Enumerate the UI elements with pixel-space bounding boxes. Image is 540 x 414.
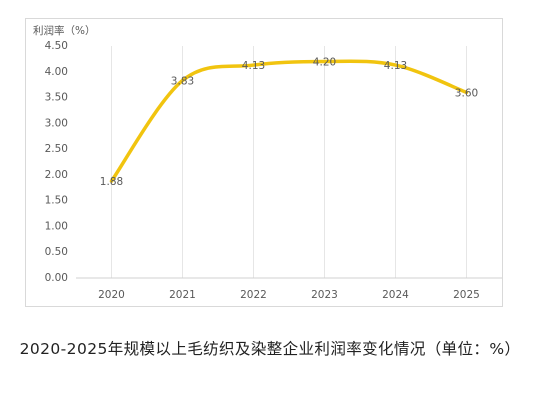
y-tick-label: 2.00 — [45, 169, 68, 181]
y-tick-label: 0.00 — [45, 272, 68, 284]
y-tick-label: 4.50 — [45, 40, 68, 52]
x-tick-label: 2024 — [382, 289, 409, 301]
chart: 利润率（%） 0.00 0.50 1.00 1.50 2.00 2.50 3.00 3.50 4… — [25, 18, 503, 307]
x-tick-label: 2021 — [169, 289, 196, 301]
y-tick-label: 3.00 — [45, 117, 68, 129]
y-tick-label: 0.50 — [45, 246, 68, 258]
data-label: 3.60 — [455, 87, 478, 99]
x-tick-label: 2020 — [98, 289, 125, 301]
y-tick-label: 3.50 — [45, 92, 68, 104]
y-tick-label: 1.50 — [45, 195, 68, 207]
y-axis-title: 利润率（%） — [33, 24, 95, 37]
data-label: 4.20 — [313, 56, 336, 68]
data-label: 4.13 — [384, 60, 407, 72]
x-tick-label: 2022 — [240, 289, 267, 301]
chart-frame — [25, 18, 503, 307]
data-label: 4.13 — [242, 60, 265, 72]
data-label: 1.88 — [100, 176, 123, 188]
caption: 2020-2025年规模以上毛纺织及染整企业利润率变化情况（单位：%） — [19, 340, 521, 358]
y-tick-label: 4.00 — [45, 66, 68, 78]
line — [109, 59, 469, 183]
y-tick-label: 1.00 — [45, 220, 68, 232]
y-tick-label: 2.50 — [45, 143, 68, 155]
x-tick-label: 2023 — [311, 289, 338, 301]
x-tick-label: 2025 — [453, 289, 480, 301]
data-label: 3.83 — [171, 76, 194, 88]
